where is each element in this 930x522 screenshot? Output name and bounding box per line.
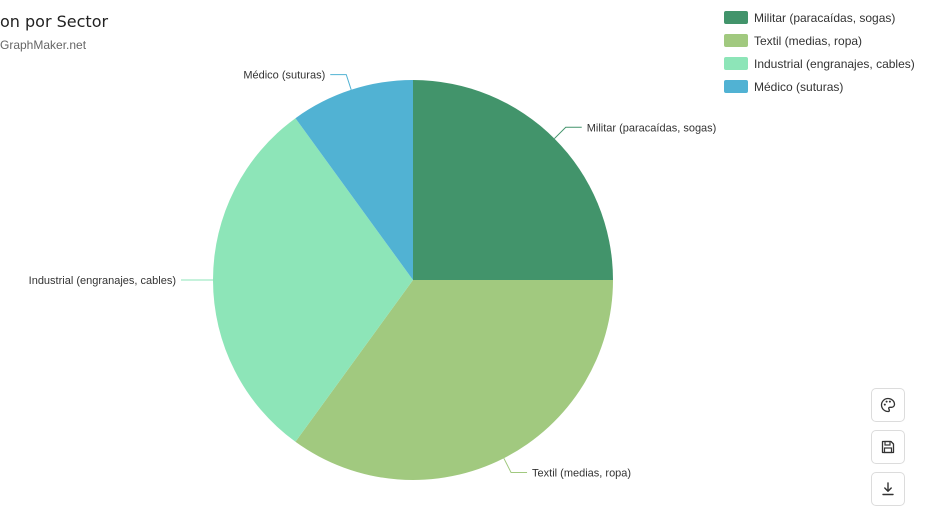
- slice-label: Textil (medias, ropa): [532, 467, 631, 479]
- slice-label: Militar (paracaídas, sogas): [587, 122, 717, 134]
- legend-label: Textil (medias, ropa): [754, 33, 863, 48]
- download-button[interactable]: [871, 472, 905, 506]
- save-icon: [881, 440, 895, 454]
- palette-icon: [880, 397, 896, 413]
- legend-item-medico[interactable]: Médico (suturas): [724, 75, 915, 98]
- label-leader-line: [554, 126, 582, 139]
- save-button[interactable]: [871, 430, 905, 464]
- legend-swatch: [724, 34, 748, 47]
- palette-button[interactable]: [871, 388, 905, 422]
- download-icon: [882, 482, 894, 496]
- legend-label: Médico (suturas): [754, 79, 844, 94]
- pie-slice[interactable]: [295, 80, 413, 280]
- pie-slice[interactable]: [413, 80, 613, 280]
- legend-swatch: [724, 57, 748, 70]
- slice-label: Industrial (engranajes, cables): [29, 275, 176, 287]
- legend-label: Militar (paracaídas, sogas): [754, 10, 896, 25]
- legend-label: Industrial (engranajes, cables): [754, 56, 915, 71]
- legend-item-textil[interactable]: Textil (medias, ropa): [724, 29, 915, 52]
- label-leader-line: [503, 457, 528, 473]
- label-leader-line: [330, 74, 352, 90]
- pie-slice[interactable]: [213, 118, 413, 442]
- slice-label: Médico (suturas): [243, 70, 325, 82]
- legend-item-militar[interactable]: Militar (paracaídas, sogas): [724, 6, 915, 29]
- legend-item-industrial[interactable]: Industrial (engranajes, cables): [724, 52, 915, 75]
- legend: Militar (paracaídas, sogas) Textil (medi…: [724, 6, 915, 98]
- chart-subtitle: GraphMaker.net: [0, 38, 87, 52]
- pie-slice[interactable]: [295, 280, 613, 480]
- chart-title: on por Sector: [0, 12, 109, 31]
- legend-swatch: [724, 11, 748, 24]
- legend-swatch: [724, 80, 748, 93]
